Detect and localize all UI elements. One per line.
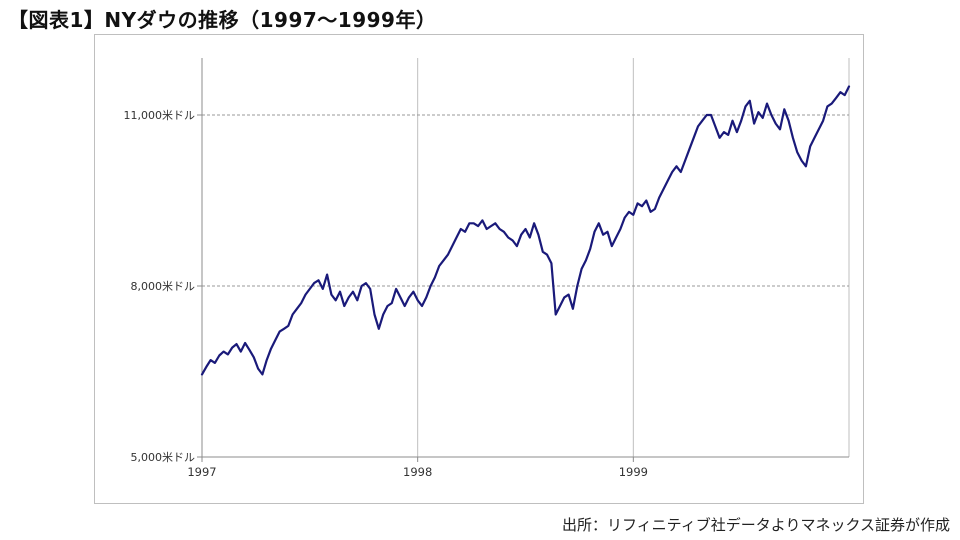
dow-series-line xyxy=(200,85,851,376)
x-tick-label: 1998 xyxy=(403,465,432,479)
y-tick-label: 5,000米ドル xyxy=(131,451,196,464)
x-tick-label: 1997 xyxy=(187,465,216,479)
source-note: 出所：リフィニティブ社データよりマネックス証券が作成 xyxy=(561,516,950,534)
page-title: 【図表1】NYダウの推移（1997〜1999年） xyxy=(8,8,437,32)
series-layer xyxy=(200,85,851,376)
axis-layer: 5,000米ドル 8,000米ドル 11,000米ドル 1997 1998 1999 xyxy=(124,58,849,479)
grid-layer xyxy=(202,58,850,457)
y-tick-label: 8,000米ドル xyxy=(131,280,196,293)
x-tick-label: 1999 xyxy=(619,465,648,479)
y-tick-label: 11,000米ドル xyxy=(124,109,196,122)
chart-frame xyxy=(94,34,864,504)
